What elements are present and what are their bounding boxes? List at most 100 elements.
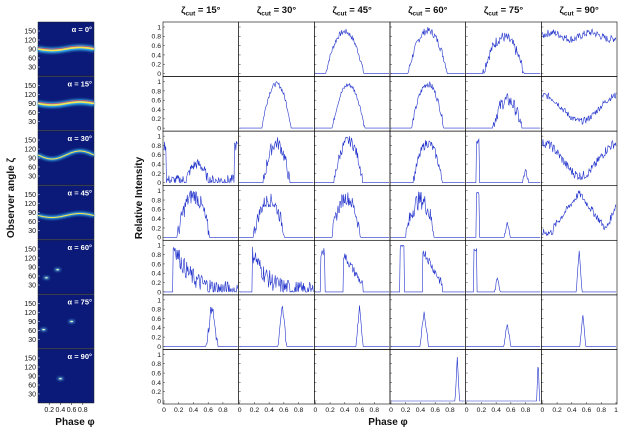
y-tick-label: 30 [28, 174, 36, 181]
y-tick-label: 120 [24, 92, 36, 99]
panel-frame [162, 185, 239, 241]
emission-spot-core [59, 378, 62, 380]
panel-frame [314, 349, 391, 405]
light-curve [164, 190, 238, 238]
y-tick-label: 0.2 [152, 62, 162, 69]
light-curve [542, 315, 616, 347]
panel-frame [465, 349, 542, 405]
panel-frame [465, 294, 542, 350]
x-tick-label: 0.2 [174, 407, 184, 414]
y-tick-label: 1 [157, 134, 161, 141]
column-header: ζcut = 45° [333, 5, 373, 18]
intensity-panel [465, 21, 542, 77]
panel-frame [238, 185, 315, 241]
y-tick-label: 0.8 [152, 143, 162, 150]
intensity-grid-panel: ζcut = 15° ζcut = 30° ζcut = 45° ζcut = 60°… [152, 5, 619, 414]
header-symbol: ζ [333, 5, 338, 16]
intensity-panel [314, 130, 391, 187]
light-curve [466, 191, 541, 238]
alpha-label: α = 60° [68, 243, 93, 252]
y-tick-label: 0.4 [152, 325, 162, 332]
intensity-panel [314, 76, 391, 132]
alpha-label: α = 15° [68, 80, 93, 89]
alpha-map: α = 0° 150 120 90 60 30 [24, 21, 95, 77]
column-header: ζcut = 15° [181, 5, 221, 18]
right-ylabel: Relative Intensity [134, 156, 145, 239]
y-tick-label: 150 [24, 138, 36, 145]
y-tick-label: 0 [157, 235, 161, 242]
y-tick-label: 0 [157, 398, 161, 405]
light-curve [542, 190, 617, 237]
panel-frame [389, 349, 466, 405]
light-curve [315, 248, 389, 293]
y-tick-label: 0.4 [152, 52, 162, 59]
y-tick-label: 30 [28, 283, 36, 290]
y-tick-label: 0.8 [152, 307, 162, 314]
x-tick-label: 0.2 [325, 407, 335, 414]
panel-frame [541, 76, 618, 132]
light-curve [239, 193, 314, 238]
intensity-panel: 1 0.8 0.6 0.4 0.2 0 [152, 76, 239, 133]
y-tick-label: 90 [28, 374, 36, 381]
y-tick-label: 150 [24, 29, 36, 36]
header-subscript: cut [564, 11, 575, 18]
x-tick-label: 0.8 [294, 407, 304, 414]
x-tick-label: 0 [389, 407, 393, 414]
intensity-panel: 1 0.8 0.6 0.4 0.2 0 [152, 239, 239, 296]
y-tick-label: 30 [28, 119, 36, 126]
intensity-panel [238, 349, 315, 405]
intensity-panel [465, 185, 542, 241]
x-tick-label: 0.8 [370, 407, 380, 414]
x-tick-label: 0 [238, 407, 242, 414]
map-background [37, 294, 95, 349]
intensity-panel [541, 294, 618, 350]
light-curve [466, 32, 541, 74]
x-tick-label: 0.4 [189, 407, 199, 414]
y-tick-label: 0.8 [152, 361, 162, 368]
emission-spot-core [70, 320, 73, 323]
light-curve [391, 191, 465, 238]
light-curve [239, 305, 314, 347]
panel-frame [162, 294, 239, 350]
intensity-panel: 1 0.8 0.6 0.4 0.2 0 [152, 21, 239, 78]
y-tick-label: 90 [28, 319, 36, 326]
light-curve [542, 92, 617, 125]
x-tick-label: 0.6 [67, 407, 77, 414]
header-subscript: cut [488, 11, 499, 18]
map-background [37, 348, 95, 404]
y-tick-label: 120 [24, 310, 36, 317]
y-tick-label: 120 [24, 201, 36, 208]
y-tick-label: 90 [28, 265, 36, 272]
header-symbol: ζ [181, 5, 186, 16]
intensity-panel [465, 130, 542, 187]
alpha-label: α = 75° [68, 298, 93, 307]
x-tick-label: 0.4 [567, 407, 577, 414]
light-curve [542, 28, 617, 44]
alpha-map: α = 45° 150 120 90 60 30 [24, 185, 95, 240]
column-header: ζcut = 75° [484, 5, 524, 18]
y-tick-label: 120 [24, 365, 36, 372]
x-tick-label: 0.8 [218, 407, 228, 414]
intensity-panel [389, 21, 466, 77]
light-curve [466, 366, 541, 402]
panel-frame [389, 21, 466, 77]
y-tick-label: 0.6 [152, 152, 162, 159]
light-curve [391, 356, 465, 402]
intensity-panel [238, 76, 315, 132]
x-tick-label: 0 [540, 407, 544, 414]
x-tick-label: 0.4 [416, 407, 426, 414]
y-tick-label: 60 [28, 56, 36, 63]
light-curve [315, 136, 389, 183]
header-value: = 60° [422, 5, 447, 16]
x-tick-label: 0.4 [340, 407, 350, 414]
panel-frame [541, 349, 618, 405]
y-tick-label: 120 [24, 256, 36, 263]
alpha-map: α = 75° 150 120 90 60 30 [24, 294, 95, 349]
panel-frame [314, 76, 391, 132]
y-tick-label: 60 [28, 274, 36, 281]
x-tick-label: 0.8 [597, 407, 607, 414]
y-tick-label: 60 [28, 165, 36, 172]
panel-frame [162, 239, 239, 296]
y-tick-label: 0.2 [152, 280, 162, 287]
emission-spot-core [42, 329, 45, 331]
